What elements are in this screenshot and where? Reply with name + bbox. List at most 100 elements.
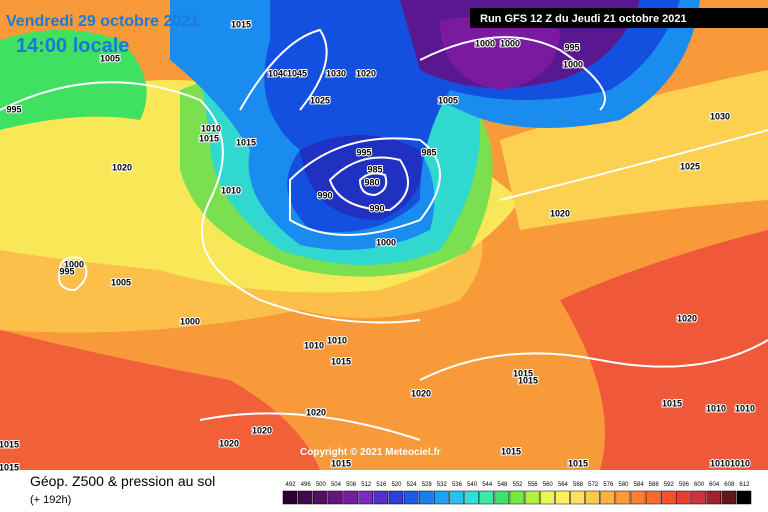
isobar-label: 1015 xyxy=(236,137,256,147)
isobar-label: 1015 xyxy=(513,368,533,378)
legend-swatch xyxy=(479,490,495,505)
isobar-label: 1000 xyxy=(64,259,84,269)
isobar-label: 1010 xyxy=(706,403,726,413)
isobar-label: 1040 xyxy=(268,68,288,78)
legend-label: 496 xyxy=(301,482,312,488)
legend-label: 600 xyxy=(694,482,705,488)
isobar-label: 1015 xyxy=(662,398,682,408)
isobar-label: 1025 xyxy=(310,95,330,105)
isobar-label: 1015 xyxy=(331,458,351,468)
isobar-label: 1020 xyxy=(411,388,431,398)
legend-label: 528 xyxy=(422,482,433,488)
legend-label: 512 xyxy=(361,482,372,488)
date: Vendredi 29 octobre 2021 xyxy=(6,13,199,30)
legend-swatch xyxy=(555,490,570,505)
legend-label: 564 xyxy=(558,482,569,488)
legend-swatch xyxy=(721,490,737,505)
isobar-label: 1020 xyxy=(252,425,272,435)
isobar-label: 1000 xyxy=(500,38,520,48)
legend-swatch xyxy=(373,490,389,505)
isobar-label: 1015 xyxy=(199,133,219,143)
isobar-label: 1010 xyxy=(735,403,755,413)
isobar-label: 1000 xyxy=(376,237,396,247)
isobar-label: 1025 xyxy=(680,161,700,171)
color-legend: 492 496 500 504 508 512 516 520 524 528 532 536 540 5… xyxy=(282,482,752,505)
isobar-label: 1015 xyxy=(501,446,521,456)
legend-swatch xyxy=(660,490,676,505)
isobar-label: 1020 xyxy=(550,208,570,218)
isobar-label: 1015 xyxy=(331,356,351,366)
legend-label: 608 xyxy=(724,482,735,488)
legend-label: 604 xyxy=(709,482,720,488)
legend-label: 580 xyxy=(618,482,629,488)
legend-swatch xyxy=(403,490,419,505)
legend-swatch xyxy=(358,490,374,505)
isobar-label: 990 xyxy=(317,190,332,200)
legend-swatch xyxy=(328,490,343,505)
isobar-label: 1010 xyxy=(730,458,750,468)
legend-label: 520 xyxy=(391,482,402,488)
legend-label: 516 xyxy=(376,482,387,488)
legend-label: 560 xyxy=(543,482,554,488)
isobar-label: 1010 xyxy=(304,340,324,350)
legend-label: 548 xyxy=(497,482,508,488)
run-box xyxy=(470,8,768,28)
legend-swatch xyxy=(449,490,464,505)
legend-label: 568 xyxy=(573,482,584,488)
legend-label: 500 xyxy=(316,482,327,488)
isobar-label: 990 xyxy=(369,203,384,213)
isobar-label: 1010 xyxy=(710,458,730,468)
isobar-label: 1030 xyxy=(710,111,730,121)
isobar-label: 995 xyxy=(6,104,21,114)
isobar-label: 995 xyxy=(59,266,74,276)
isobar-label: 1020 xyxy=(356,68,376,78)
isobar-label: 1015 xyxy=(518,375,538,385)
time: 14:00 locale xyxy=(16,35,129,57)
run-info: Run GFS 12 Z du Jeudi 21 octobre 2021 xyxy=(480,13,687,25)
legend-label: 524 xyxy=(407,482,418,488)
isobar-label: 1020 xyxy=(219,438,239,448)
isobar-label: 1020 xyxy=(306,407,326,417)
legend-swatch xyxy=(524,490,540,505)
isobar-label: 1020 xyxy=(112,162,132,172)
legend-label: 576 xyxy=(603,482,614,488)
isobar-label: 985 xyxy=(421,147,436,157)
legend-label: 492 xyxy=(286,482,297,488)
legend-swatch xyxy=(736,490,752,505)
isobar-label: 1005 xyxy=(438,95,458,105)
legend-swatch xyxy=(388,490,404,505)
isobar-label: 980 xyxy=(364,177,379,187)
legend-label: 508 xyxy=(346,482,357,488)
legend-swatch xyxy=(464,490,479,505)
legend-label: 536 xyxy=(452,482,463,488)
copyright: Copyright © 2021 Meteociel.fr xyxy=(300,447,441,458)
legend-swatch xyxy=(313,490,328,505)
legend-swatch xyxy=(418,490,434,505)
legend-label: 592 xyxy=(664,482,675,488)
legend-swatch xyxy=(509,490,525,505)
legend-swatch xyxy=(570,490,585,505)
legend-swatch xyxy=(282,490,298,505)
legend-swatch xyxy=(600,490,616,505)
legend-swatch xyxy=(676,490,691,505)
legend-label: 544 xyxy=(482,482,493,488)
legend-label: 540 xyxy=(467,482,478,488)
legend-label: 588 xyxy=(649,482,660,488)
legend-swatch xyxy=(691,490,706,505)
isobar-label: 1030 xyxy=(326,68,346,78)
isobar-label: 1005 xyxy=(111,277,131,287)
legend-label: 596 xyxy=(679,482,690,488)
legend-label: 572 xyxy=(588,482,599,488)
legend-swatch xyxy=(343,490,358,505)
legend-label: 532 xyxy=(437,482,448,488)
isobar-label: 985 xyxy=(367,164,382,174)
isobar-label: 1005 xyxy=(100,53,120,63)
isobar-label: 995 xyxy=(356,147,371,157)
isobar-label: 1000 xyxy=(180,316,200,326)
isobar-label: 1015 xyxy=(0,439,19,449)
legend-swatch xyxy=(434,490,449,505)
legend-label: 584 xyxy=(634,482,645,488)
legend-swatch xyxy=(539,490,555,505)
